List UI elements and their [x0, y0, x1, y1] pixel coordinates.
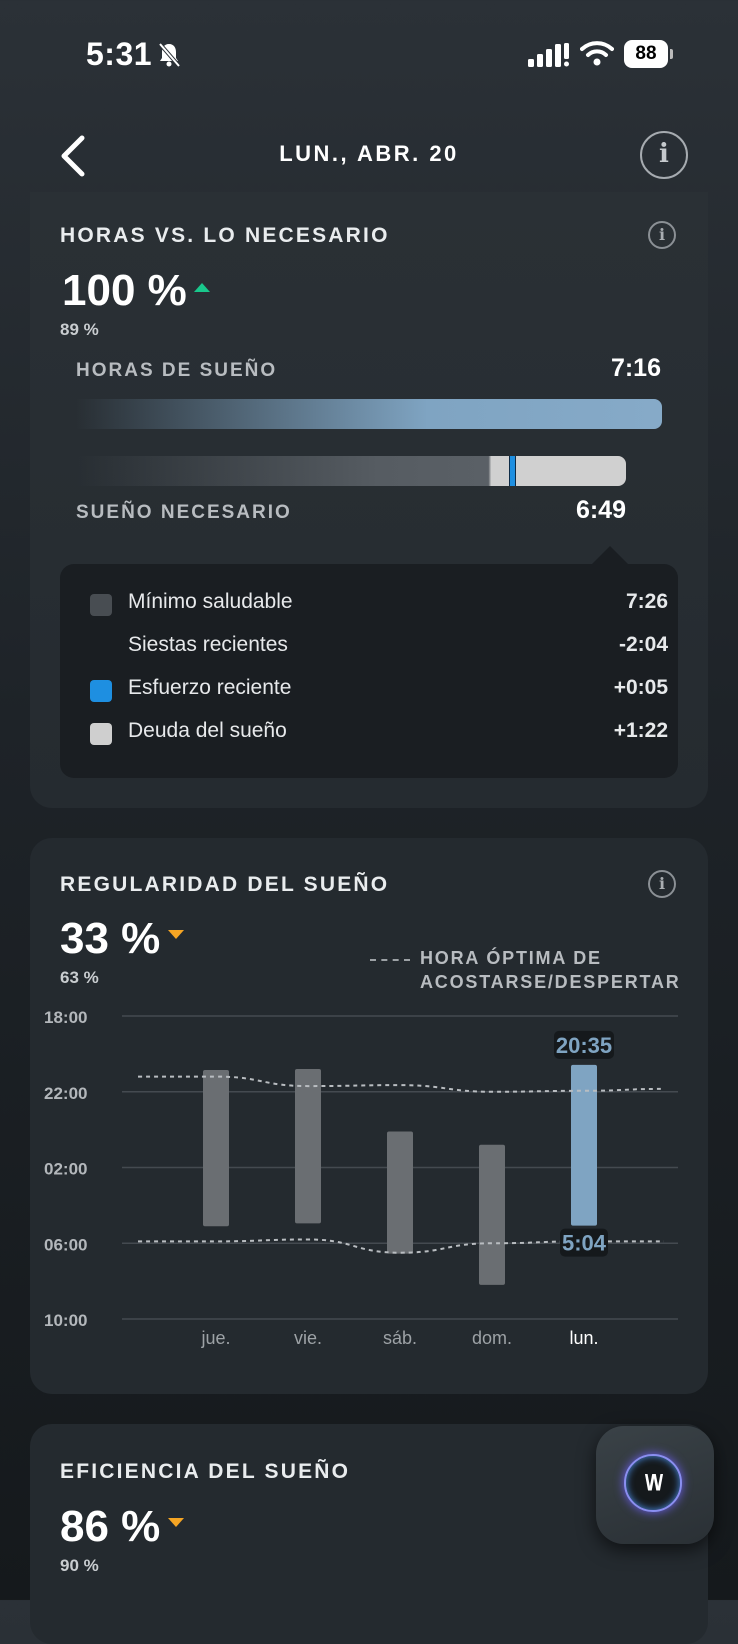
regularity-previous-percent: 63 %	[60, 968, 99, 987]
regularity-card-title: REGULARIDAD DEL SUEÑO	[60, 873, 390, 896]
efficiency-previous-percent: 90 %	[60, 1556, 99, 1575]
breakdown-value: -2:04	[618, 633, 668, 656]
regularity-card-info-button[interactable]: i	[648, 870, 676, 898]
sleep-bar	[203, 1069, 229, 1227]
breakdown-row-recent-naps: Siestas recientes -2:04	[90, 633, 668, 663]
breakdown-label: Deuda del sueño	[128, 719, 287, 742]
breakdown-row-recent-strain: Esfuerzo reciente +0:05	[90, 676, 668, 706]
wake-label-bg	[560, 1228, 608, 1257]
optimal-legend-line1: HORA ÓPTIMA DE	[420, 948, 602, 968]
sleep-needed-bar	[76, 456, 626, 486]
hours-percent: 100 %	[62, 266, 187, 315]
wake-label: 5:04	[562, 1231, 607, 1256]
battery-indicator: 88	[624, 40, 673, 68]
battery-tip	[670, 49, 673, 59]
sleep-bar-highlight	[571, 1064, 597, 1226]
hours-card-info-button[interactable]: i	[648, 221, 676, 249]
sleep-hours-value: 7:16	[610, 354, 661, 382]
back-chevron-icon[interactable]	[56, 132, 92, 180]
gray-swatch	[90, 594, 112, 616]
hours-previous-percent: 89 %	[60, 320, 99, 339]
bedtime-label: 20:35	[556, 1033, 612, 1058]
hours-card-title: HORAS VS. LO NECESARIO	[60, 224, 390, 247]
breakdown-row-sleep-debt: Deuda del sueño +1:22	[90, 719, 668, 749]
sleep-bar	[295, 1069, 321, 1224]
regularity-chart: 18:00 22:00 02:00 06:00 10:00 20:35 5:04 jue. vi…	[44, 1008, 678, 1348]
x-tick-label: sáb.	[383, 1328, 417, 1348]
optimal-legend-line2: ACOSTARSE/DESPERTAR	[420, 972, 681, 992]
recent-strain-marker	[509, 456, 516, 486]
x-tick-label: vie.	[294, 1328, 322, 1348]
page-title: LUN., ABR. 20	[279, 141, 459, 166]
regularity-percent: 33 %	[60, 914, 161, 963]
sleep-needed-breakdown: Mínimo saludable 7:26 Siestas recientes …	[60, 564, 678, 778]
optimal-time-dash-icon	[370, 959, 410, 961]
y-tick-label: 22:00	[44, 1084, 87, 1103]
optimal-time-legend: HORA ÓPTIMA DE ACOSTARSE/DESPERTAR	[420, 946, 680, 994]
breakdown-label: Siestas recientes	[128, 633, 288, 656]
battery-level: 88	[624, 40, 668, 68]
y-tick-label: 02:00	[44, 1160, 87, 1179]
breakdown-value: 7:26	[625, 590, 668, 613]
breakdown-value: +0:05	[613, 676, 668, 699]
bedtime-label-bg	[554, 1030, 614, 1059]
bell-muted-icon	[158, 42, 180, 68]
status-time: 5:31	[86, 36, 153, 72]
breakdown-value: +1:22	[613, 719, 668, 742]
tooltip-pointer	[590, 546, 630, 566]
y-tick-label: 06:00	[44, 1235, 87, 1254]
trend-up-icon	[194, 283, 210, 292]
trend-down-icon	[168, 1518, 184, 1527]
y-tick-label: 18:00	[44, 1008, 87, 1027]
sleep-bar	[479, 1144, 505, 1285]
trend-down-icon	[168, 930, 184, 939]
sleep-hours-bar	[76, 399, 662, 429]
x-tick-label: lun.	[569, 1328, 598, 1348]
light-gray-swatch	[90, 723, 112, 745]
efficiency-card-title: EFICIENCIA DEL SUEÑO	[60, 1460, 351, 1483]
sleep-bar	[387, 1131, 413, 1254]
efficiency-percent: 86 %	[60, 1502, 161, 1551]
breakdown-row-healthy-minimum: Mínimo saludable 7:26	[90, 590, 668, 620]
breakdown-label: Esfuerzo reciente	[128, 676, 292, 699]
sleep-needed-value: 6:49	[575, 496, 626, 524]
blue-swatch	[90, 680, 112, 702]
coach-floating-button[interactable]: \/\/	[596, 1426, 714, 1544]
wifi-icon	[580, 41, 614, 66]
x-tick-label: jue.	[200, 1328, 230, 1348]
y-tick-label: 10:00	[44, 1311, 87, 1330]
x-tick-label: dom.	[472, 1328, 512, 1348]
info-button[interactable]: i	[640, 131, 688, 179]
cellular-signal-icon	[528, 43, 569, 67]
sleep-needed-label: SUEÑO NECESARIO	[76, 502, 292, 523]
sleep-hours-label: HORAS DE SUEÑO	[76, 360, 278, 381]
breakdown-label: Mínimo saludable	[128, 590, 293, 613]
coach-logo-icon: \/\/	[624, 1454, 682, 1512]
